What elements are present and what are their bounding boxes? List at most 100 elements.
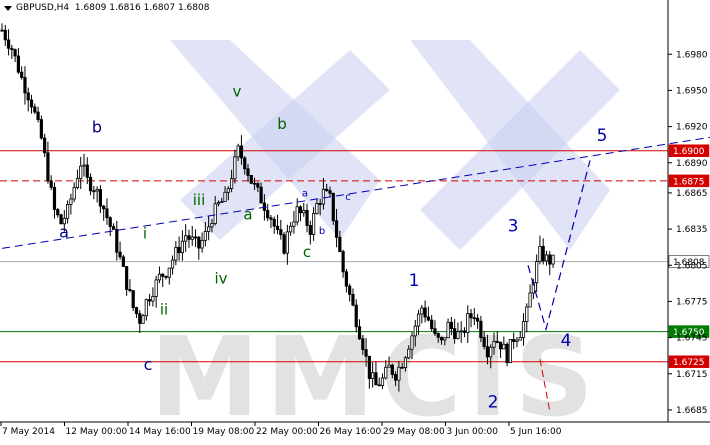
candle-body	[79, 165, 83, 180]
wave-label: iv	[214, 269, 227, 287]
candle-body	[541, 246, 545, 262]
price-levels	[0, 150, 668, 363]
candle-body	[72, 187, 76, 200]
candle-body	[3, 29, 7, 41]
candle-body	[203, 231, 207, 241]
candle-body	[456, 331, 460, 339]
candle-body	[492, 340, 496, 348]
candle-body	[469, 313, 473, 319]
candle-body	[236, 145, 240, 158]
price-tick-label: 1.6805	[676, 261, 708, 271]
candle-body	[43, 137, 47, 154]
candle-body	[197, 236, 201, 249]
candle-body	[26, 92, 30, 101]
candle-body	[505, 343, 509, 364]
candle-body	[423, 307, 427, 318]
candle-body	[121, 256, 125, 267]
candle-body	[357, 326, 362, 340]
candle-body	[282, 234, 286, 254]
candle-body	[498, 341, 503, 350]
chart-menu-triangle-icon[interactable]	[4, 6, 12, 11]
wave-projection-drop-line	[539, 359, 551, 413]
candle-body	[229, 178, 234, 189]
price-tick-label: 1.6685	[676, 406, 708, 416]
candle-body	[157, 273, 162, 281]
candle-body	[453, 328, 457, 339]
candle-body	[380, 377, 385, 386]
candle-body	[52, 186, 57, 210]
candle-body	[0, 29, 4, 32]
wave-label: 3	[508, 216, 519, 236]
candle-body	[161, 273, 165, 277]
candle-body	[125, 266, 129, 290]
candle-body	[207, 226, 211, 232]
wave-label: b	[319, 226, 325, 237]
candle-body	[193, 236, 198, 239]
candle-body	[167, 267, 171, 278]
candle-body	[315, 202, 319, 214]
time-tick-label: 26 May 16:00	[320, 427, 382, 437]
wave-label: iii	[193, 191, 206, 209]
candle-body	[220, 201, 224, 203]
candle-body	[351, 293, 355, 306]
trend-lines	[1, 136, 710, 413]
candle-body	[311, 213, 316, 235]
candle-body	[105, 208, 109, 219]
candle-body	[266, 209, 270, 219]
price-level-tag-text: 1.6725	[673, 358, 705, 368]
price-level-tag-text: 1.6900	[673, 147, 705, 157]
symbol-label: GBPUSD,H4	[16, 3, 70, 13]
candle-body	[364, 349, 368, 357]
wave-label: 5	[597, 126, 608, 146]
candle-body	[508, 339, 513, 364]
candle-body	[439, 336, 444, 341]
candle-body	[548, 254, 552, 265]
candle-body	[151, 296, 155, 302]
candle-body	[377, 384, 381, 387]
candle-body	[6, 39, 11, 49]
watermark-layer: MMCIS	[150, 40, 620, 441]
candle-body	[515, 339, 519, 342]
candle-body	[407, 348, 411, 359]
watermark-chevron-shape	[180, 50, 390, 240]
candle-body	[174, 246, 178, 261]
candle-body	[95, 189, 99, 192]
candle-body	[216, 202, 221, 205]
wave-label: c	[303, 243, 311, 261]
candle-body	[292, 221, 296, 227]
candle-body	[403, 357, 408, 369]
candle-body	[489, 346, 493, 358]
candle-body	[472, 317, 476, 320]
candle-body	[180, 240, 184, 254]
candle-body	[338, 236, 342, 252]
candle-body	[433, 328, 437, 334]
wave-label: c	[345, 192, 351, 203]
candle-body	[33, 106, 37, 113]
candle-body	[279, 229, 283, 236]
time-axis: 7 May 2014 12 May 00:00 14 May 16:00 19 May…	[0, 421, 710, 437]
price-tick-label: 1.6715	[676, 370, 708, 380]
candle-body	[200, 239, 204, 249]
candle-body	[374, 372, 378, 386]
candle-body	[134, 307, 139, 315]
wave-label: 1	[409, 271, 420, 291]
candle-body	[308, 225, 312, 235]
candle-body	[459, 330, 463, 333]
wave-label: i	[143, 225, 147, 243]
price-tick-label: 1.6950	[676, 86, 708, 96]
candle-body	[210, 223, 214, 228]
price-level-tag	[668, 355, 710, 368]
candle-body	[226, 188, 230, 193]
candle-body	[512, 339, 516, 342]
candle-body	[164, 275, 168, 278]
candle-body	[275, 225, 280, 230]
price-tick-label: 1.6980	[676, 50, 708, 60]
candle-body	[325, 188, 329, 192]
candle-body	[154, 279, 158, 297]
candle-body	[233, 156, 237, 180]
candle-body	[298, 206, 303, 214]
candle-body	[348, 285, 352, 295]
time-tick-label: 29 May 08:00	[383, 427, 445, 437]
